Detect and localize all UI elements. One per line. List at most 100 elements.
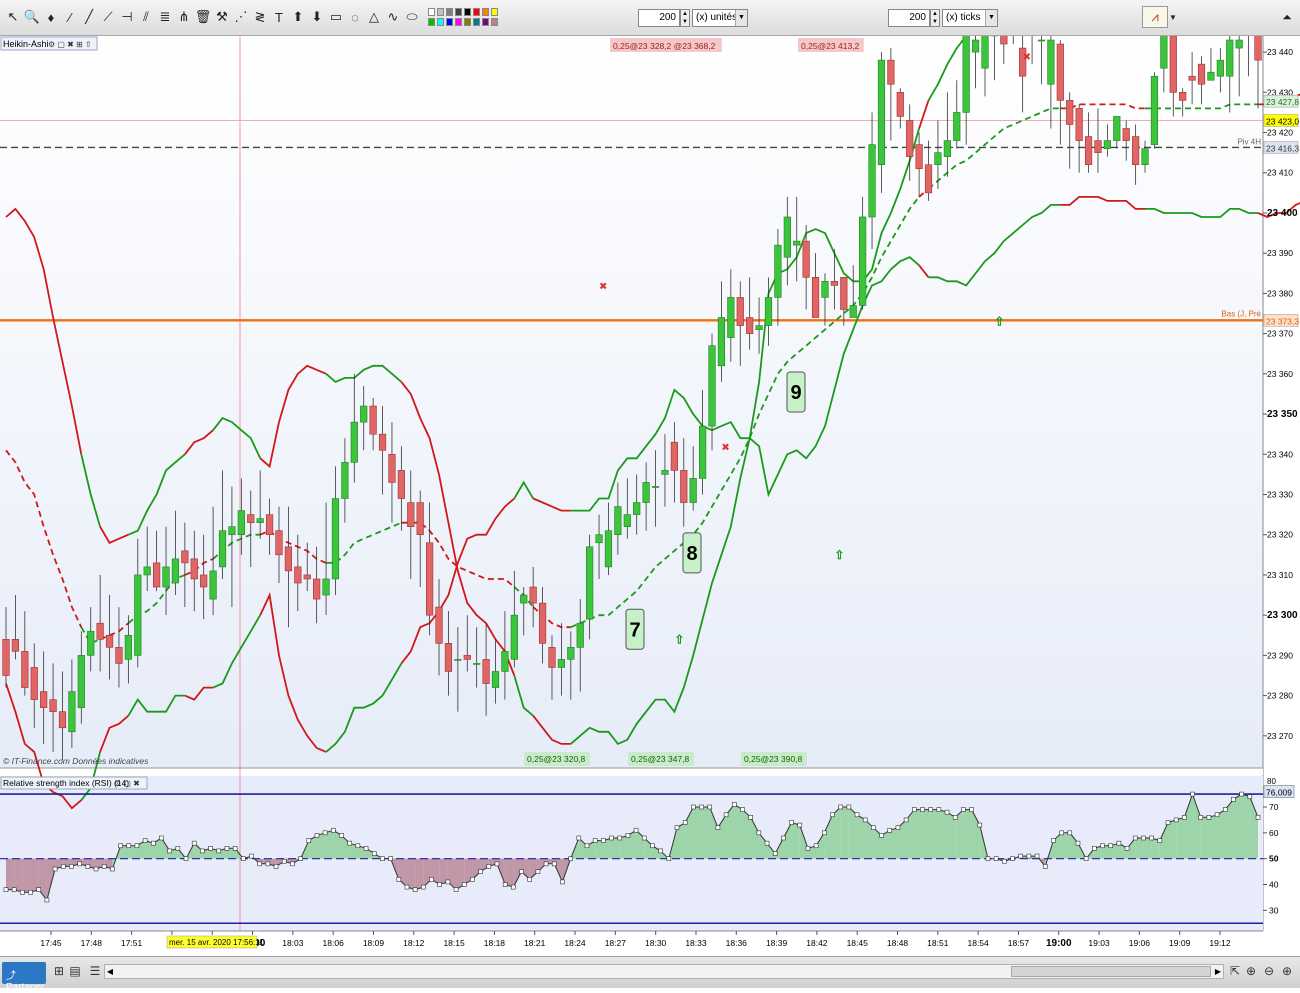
color-swatch[interactable] <box>491 8 498 16</box>
fan-icon[interactable]: ⋰ <box>234 9 248 24</box>
horizontal-scrollbar[interactable]: ◀ ▶ <box>104 964 1224 979</box>
rsi-point <box>396 877 402 882</box>
wave-label-box <box>786 371 806 413</box>
color-swatch[interactable] <box>482 8 489 16</box>
ticks-select[interactable]: (x) ticks ▼ <box>942 9 998 27</box>
zigzag-icon[interactable]: ≷ <box>254 9 266 24</box>
layout-icon[interactable]: ▤ <box>69 964 81 978</box>
bollinger-lower-line <box>127 694 185 717</box>
time-tick-label: 17:45 <box>40 938 62 948</box>
candle-body <box>1103 140 1111 149</box>
top-annotation: 0,25@23 328,2 @23 368,2 <box>613 41 716 51</box>
rsi-point <box>36 887 42 892</box>
candle-body <box>68 691 76 733</box>
magnet-icon[interactable]: ⚒ <box>216 9 228 24</box>
candle-body <box>764 297 773 326</box>
color-swatch[interactable] <box>446 8 453 16</box>
rsi-point <box>535 869 541 874</box>
rsi-point <box>404 884 410 890</box>
color-swatch[interactable] <box>428 8 435 16</box>
color-swatch[interactable] <box>464 18 471 26</box>
candle-body <box>482 659 490 684</box>
candle-body <box>341 462 349 499</box>
pin-icon[interactable]: ♦ <box>47 9 55 25</box>
rsi-point <box>331 827 336 833</box>
candle-body <box>1000 36 1008 45</box>
auto-scale-icon[interactable]: ⇱ <box>1229 964 1241 978</box>
color-swatch[interactable] <box>428 18 435 26</box>
color-swatch[interactable] <box>446 18 453 26</box>
candle-body <box>77 655 85 708</box>
rsi-point <box>1034 853 1040 859</box>
bollinger-lower-line <box>259 592 327 753</box>
period-ticks-input[interactable]: 200 <box>888 9 930 27</box>
color-swatch[interactable] <box>437 8 444 16</box>
period-ticks-stepper[interactable]: ▲ ▼ <box>930 9 940 27</box>
scrollbar-thumb[interactable] <box>1011 966 1211 977</box>
rsi-point <box>764 840 770 846</box>
rsi-tick-label: 50 <box>1269 854 1279 864</box>
period-units-input[interactable]: 200 <box>638 9 680 27</box>
rsi-fill <box>1241 794 1250 859</box>
time-tick-label: 18:24 <box>564 938 586 948</box>
color-swatch[interactable] <box>455 18 462 26</box>
rsi-point <box>740 807 745 812</box>
color-swatch[interactable] <box>455 8 462 16</box>
lasso-icon[interactable]: ◌ <box>351 9 359 25</box>
units-select[interactable]: (x) unités ▼ <box>692 9 748 27</box>
chevron-down-icon: ▼ <box>735 10 747 26</box>
wave-icon[interactable]: ∿ <box>387 9 399 24</box>
arrow-down-icon[interactable]: ⬇ <box>311 9 323 24</box>
candle-body <box>11 638 20 652</box>
trendline-icon[interactable]: ╱ <box>85 9 93 24</box>
rsi-fill <box>1135 838 1144 859</box>
candle-body <box>877 59 886 166</box>
candle-body <box>360 405 368 423</box>
chart-type-icon[interactable]: ⩘ <box>1142 6 1168 28</box>
candle-body <box>934 152 942 166</box>
trendline-ext-icon[interactable]: ⟋ <box>103 9 113 24</box>
chevron-down-icon[interactable]: ▼ <box>1169 12 1177 22</box>
color-swatch[interactable] <box>482 18 489 26</box>
trash-icon[interactable]: 🗑 <box>194 9 212 24</box>
zoom-fit-icon[interactable]: ⊕ <box>1245 964 1257 978</box>
scroll-right-icon[interactable]: ▶ <box>1214 967 1222 976</box>
channel-icon[interactable]: ⫽ <box>143 9 149 24</box>
pitchfork-icon[interactable]: ⋔ <box>178 9 190 24</box>
zoom-icon[interactable]: 🔍 <box>23 9 41 24</box>
color-swatch[interactable] <box>473 18 480 26</box>
color-swatch[interactable] <box>491 18 498 26</box>
cursor-time-bg <box>166 935 258 949</box>
triangle-icon[interactable]: △ <box>369 9 379 24</box>
zoom-in-icon[interactable]: ⊕ <box>1281 964 1293 978</box>
chevron-up-icon[interactable]: ⏶ <box>1282 9 1292 24</box>
scroll-left-icon[interactable]: ◀ <box>106 967 114 976</box>
grid-icon[interactable]: ⊞ <box>53 964 65 978</box>
zoom-out-icon[interactable]: ⊖ <box>1263 964 1275 978</box>
price-tag-bg <box>1263 141 1299 154</box>
ruler-icon[interactable]: ⁄ <box>68 9 72 25</box>
color-swatch[interactable] <box>464 8 471 16</box>
share-button[interactable]: ⤴ Partager <box>2 962 46 993</box>
color-swatch[interactable] <box>437 18 444 26</box>
rsi-value-tag: 76,009 <box>1266 788 1292 798</box>
color-swatch[interactable] <box>473 8 480 16</box>
horizontal-line-icon[interactable]: ⊣ <box>121 9 133 24</box>
pointer-icon[interactable]: ↖ <box>7 9 19 24</box>
period-units-stepper[interactable]: ▲ ▼ <box>680 9 690 27</box>
candle-body <box>1075 108 1083 141</box>
arrow-up-icon[interactable]: ⬆ <box>292 9 304 24</box>
rsi-point <box>560 879 565 885</box>
chart-area[interactable]: Piv 4H Bas (J, Pré ⇧ ⇧ ⇧ ✖ ✖ ✖ 7 8 9 0,25@23 328,2 … <box>0 36 1300 956</box>
rectangle-icon[interactable]: ▭ <box>329 9 343 24</box>
candle-body <box>727 297 735 338</box>
rsi-point <box>789 820 794 825</box>
candle-body <box>849 305 857 318</box>
candle-body <box>840 277 848 310</box>
text-icon[interactable]: T <box>275 9 283 25</box>
axis-tick-label: 23 310 <box>1267 570 1293 580</box>
fibonacci-icon[interactable]: ≣ <box>159 9 171 24</box>
ellipse-icon[interactable]: ⬭ <box>406 9 418 24</box>
bars-icon[interactable]: ☰ <box>89 964 101 978</box>
candle-body <box>924 164 933 194</box>
